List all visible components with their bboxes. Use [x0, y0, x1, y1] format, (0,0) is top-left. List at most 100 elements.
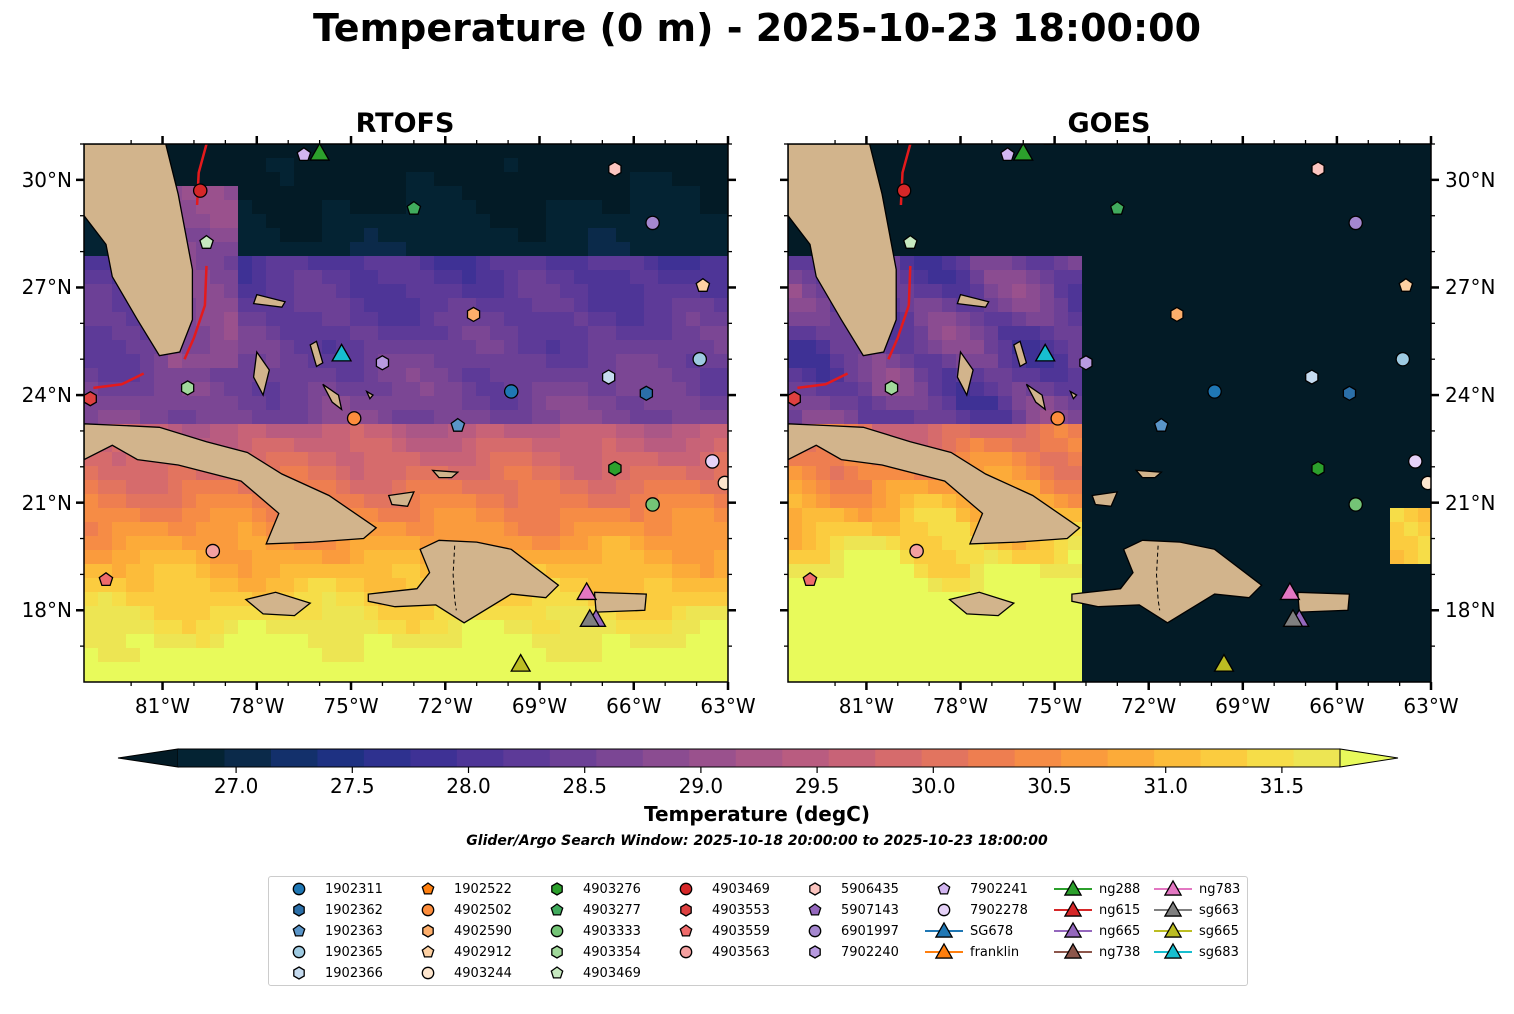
legend-marker-icon — [1054, 942, 1092, 959]
platform-marker-4903553 — [84, 390, 97, 407]
land-polygon — [309, 340, 324, 368]
legend-marker-icon — [421, 945, 435, 958]
goes-panel-title: GOES — [1067, 108, 1151, 139]
legend-triangle-marker — [1163, 900, 1183, 917]
x-tick-label: 75°W — [1026, 694, 1083, 718]
platform-marker-1902366 — [601, 369, 616, 385]
legend-item: 4903276 — [537, 879, 641, 899]
colorbar-under-arrow — [117, 748, 179, 768]
platform-marker-4903553 — [788, 390, 801, 407]
legend-item: 7902240 — [795, 942, 899, 962]
legend-marker-icon — [292, 882, 306, 896]
colorbar-segment — [503, 749, 551, 767]
legend-item: sg663 — [1153, 900, 1239, 920]
search-window-text: Glider/Argo Search Window: 2025-10-18 20… — [466, 833, 1048, 849]
platform-marker-4903244 — [717, 475, 728, 491]
colorbar-segment — [921, 749, 969, 767]
platform-marker-4903469 — [896, 183, 912, 198]
x-tick-label: 78°W — [229, 694, 285, 718]
colorbar — [117, 748, 1399, 773]
legend-triangle-marker — [1063, 942, 1083, 959]
legend-marker-icon — [550, 924, 564, 938]
legend-circle-marker — [808, 924, 822, 938]
colorbar-segment — [1247, 749, 1295, 767]
legend-item: 5906435 — [795, 879, 899, 899]
legend-marker-icon — [1054, 879, 1092, 896]
legend-label: 7902240 — [841, 944, 899, 960]
legend-marker-icon — [422, 924, 434, 938]
legend-marker-icon — [551, 882, 563, 896]
legend-item: 4903563 — [666, 942, 770, 962]
colorbar-segment — [689, 749, 737, 767]
colorbar-segment — [968, 749, 1016, 767]
colorbar-segment — [1014, 749, 1062, 767]
legend-label: 4903563 — [712, 944, 770, 960]
legend-item: 4903277 — [537, 900, 641, 920]
platform-marker-1902362 — [639, 385, 654, 402]
land-polygon — [84, 144, 194, 357]
legend-marker-icon — [680, 903, 692, 917]
colorbar-tick-label: 28.5 — [562, 774, 607, 798]
land-polygon — [1296, 591, 1351, 613]
platform-marker-4903469 — [192, 183, 208, 198]
front-line — [93, 372, 145, 390]
land-polygon — [956, 350, 974, 397]
legend-pentagon-marker — [421, 945, 435, 958]
legend-item: 4903333 — [537, 921, 641, 941]
colorbar-segment — [1200, 749, 1248, 767]
platform-marker-1902365 — [1395, 351, 1411, 367]
legend-marker-icon — [679, 882, 693, 896]
legend-hexagon-marker — [809, 882, 821, 896]
colorbar-tick-label: 30.0 — [911, 774, 956, 798]
platform-marker-7902241 — [1000, 146, 1015, 162]
land-polygon — [84, 423, 378, 545]
legend-marker-icon — [421, 903, 435, 917]
legend-label: 1902522 — [454, 881, 512, 897]
y-tick-label: 27°N — [1445, 275, 1496, 300]
legend-label: 4903277 — [583, 902, 641, 918]
platform-marker-sg683 — [331, 343, 353, 362]
land-polygon — [1068, 389, 1078, 400]
legend-label: 7902241 — [970, 881, 1028, 897]
legend-label: SG678 — [970, 923, 1014, 939]
platform-marker-4903244 — [1420, 475, 1431, 491]
land-polygon — [252, 293, 287, 308]
platform-marker-4903276 — [608, 460, 622, 477]
legend-item: 4903469 — [537, 963, 641, 983]
legend-pentagon-marker — [679, 924, 693, 937]
legend-item: 6901997 — [795, 921, 899, 941]
platform-marker-ng783 — [1279, 581, 1301, 601]
country-border — [452, 545, 457, 611]
legend-marker-icon — [551, 945, 563, 959]
legend-label: ng288 — [1099, 881, 1141, 897]
legend-marker-icon — [1154, 879, 1192, 896]
platform-marker-4903563 — [909, 543, 924, 559]
legend-item: 5907143 — [795, 900, 899, 920]
colorbar-segment — [224, 749, 272, 767]
legend-label: ng615 — [1099, 902, 1141, 918]
platform-marker-4903276 — [1311, 460, 1325, 477]
platform-marker-4902912 — [695, 277, 711, 292]
legend-item: ng738 — [1053, 942, 1140, 962]
legend-item: 1902522 — [408, 879, 512, 899]
platform-marker-1902311 — [503, 384, 519, 399]
legend-label: 4903469 — [583, 965, 641, 981]
land-polygon — [1013, 340, 1028, 368]
colorbar-label: Temperature (degC) — [644, 802, 870, 826]
y-tick-label: 24°N — [21, 383, 72, 408]
land-polygon — [788, 144, 897, 357]
y-tick-label: 21°N — [21, 490, 72, 515]
colorbar-tick-label: 31.5 — [1259, 774, 1305, 798]
legend-marker-icon — [925, 942, 963, 959]
goes-field — [780, 136, 1439, 690]
legend-item: sg683 — [1153, 942, 1239, 962]
land-polygon — [593, 591, 648, 613]
land-polygon — [948, 591, 1016, 617]
platform-marker-1902363 — [450, 417, 466, 432]
legend-item: SG678 — [924, 921, 1013, 941]
colorbar-segment — [317, 749, 365, 767]
land-polygon — [252, 350, 271, 397]
platform-marker-4903277 — [1109, 200, 1125, 215]
legend-item: sg665 — [1153, 921, 1239, 941]
legend-triangle-marker — [1163, 921, 1183, 938]
